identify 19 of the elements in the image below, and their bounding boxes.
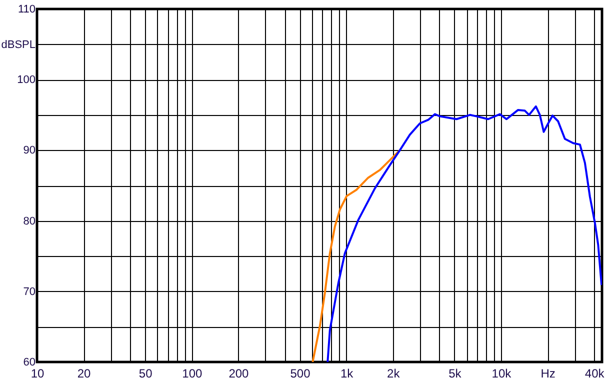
y-tick-label: 100 <box>17 74 36 86</box>
x-tick-label: Hz <box>540 366 556 380</box>
y-tick-label: 80 <box>23 215 36 228</box>
x-tick-label: 100 <box>182 366 202 380</box>
x-tick-label: 5k <box>448 366 462 380</box>
x-tick-label: 40k <box>584 366 606 380</box>
y-tick-label: dBSPL <box>1 38 36 51</box>
y-tick-label: 70 <box>23 286 36 298</box>
y-tick-label: 110 <box>18 4 36 16</box>
x-tick-label: 20 <box>77 366 92 380</box>
x-tick-label: 2k <box>387 366 401 380</box>
x-tick-label: 500 <box>290 366 311 380</box>
y-tick-label: 60 <box>23 356 36 368</box>
x-tick-label: 1k <box>340 366 354 380</box>
x-tick-label: 200 <box>228 366 250 380</box>
x-tick-label: 10k <box>492 366 512 380</box>
y-tick-label: 90 <box>23 144 36 157</box>
x-tick-label: 10 <box>30 366 44 380</box>
x-tick-label: 50 <box>138 366 153 380</box>
